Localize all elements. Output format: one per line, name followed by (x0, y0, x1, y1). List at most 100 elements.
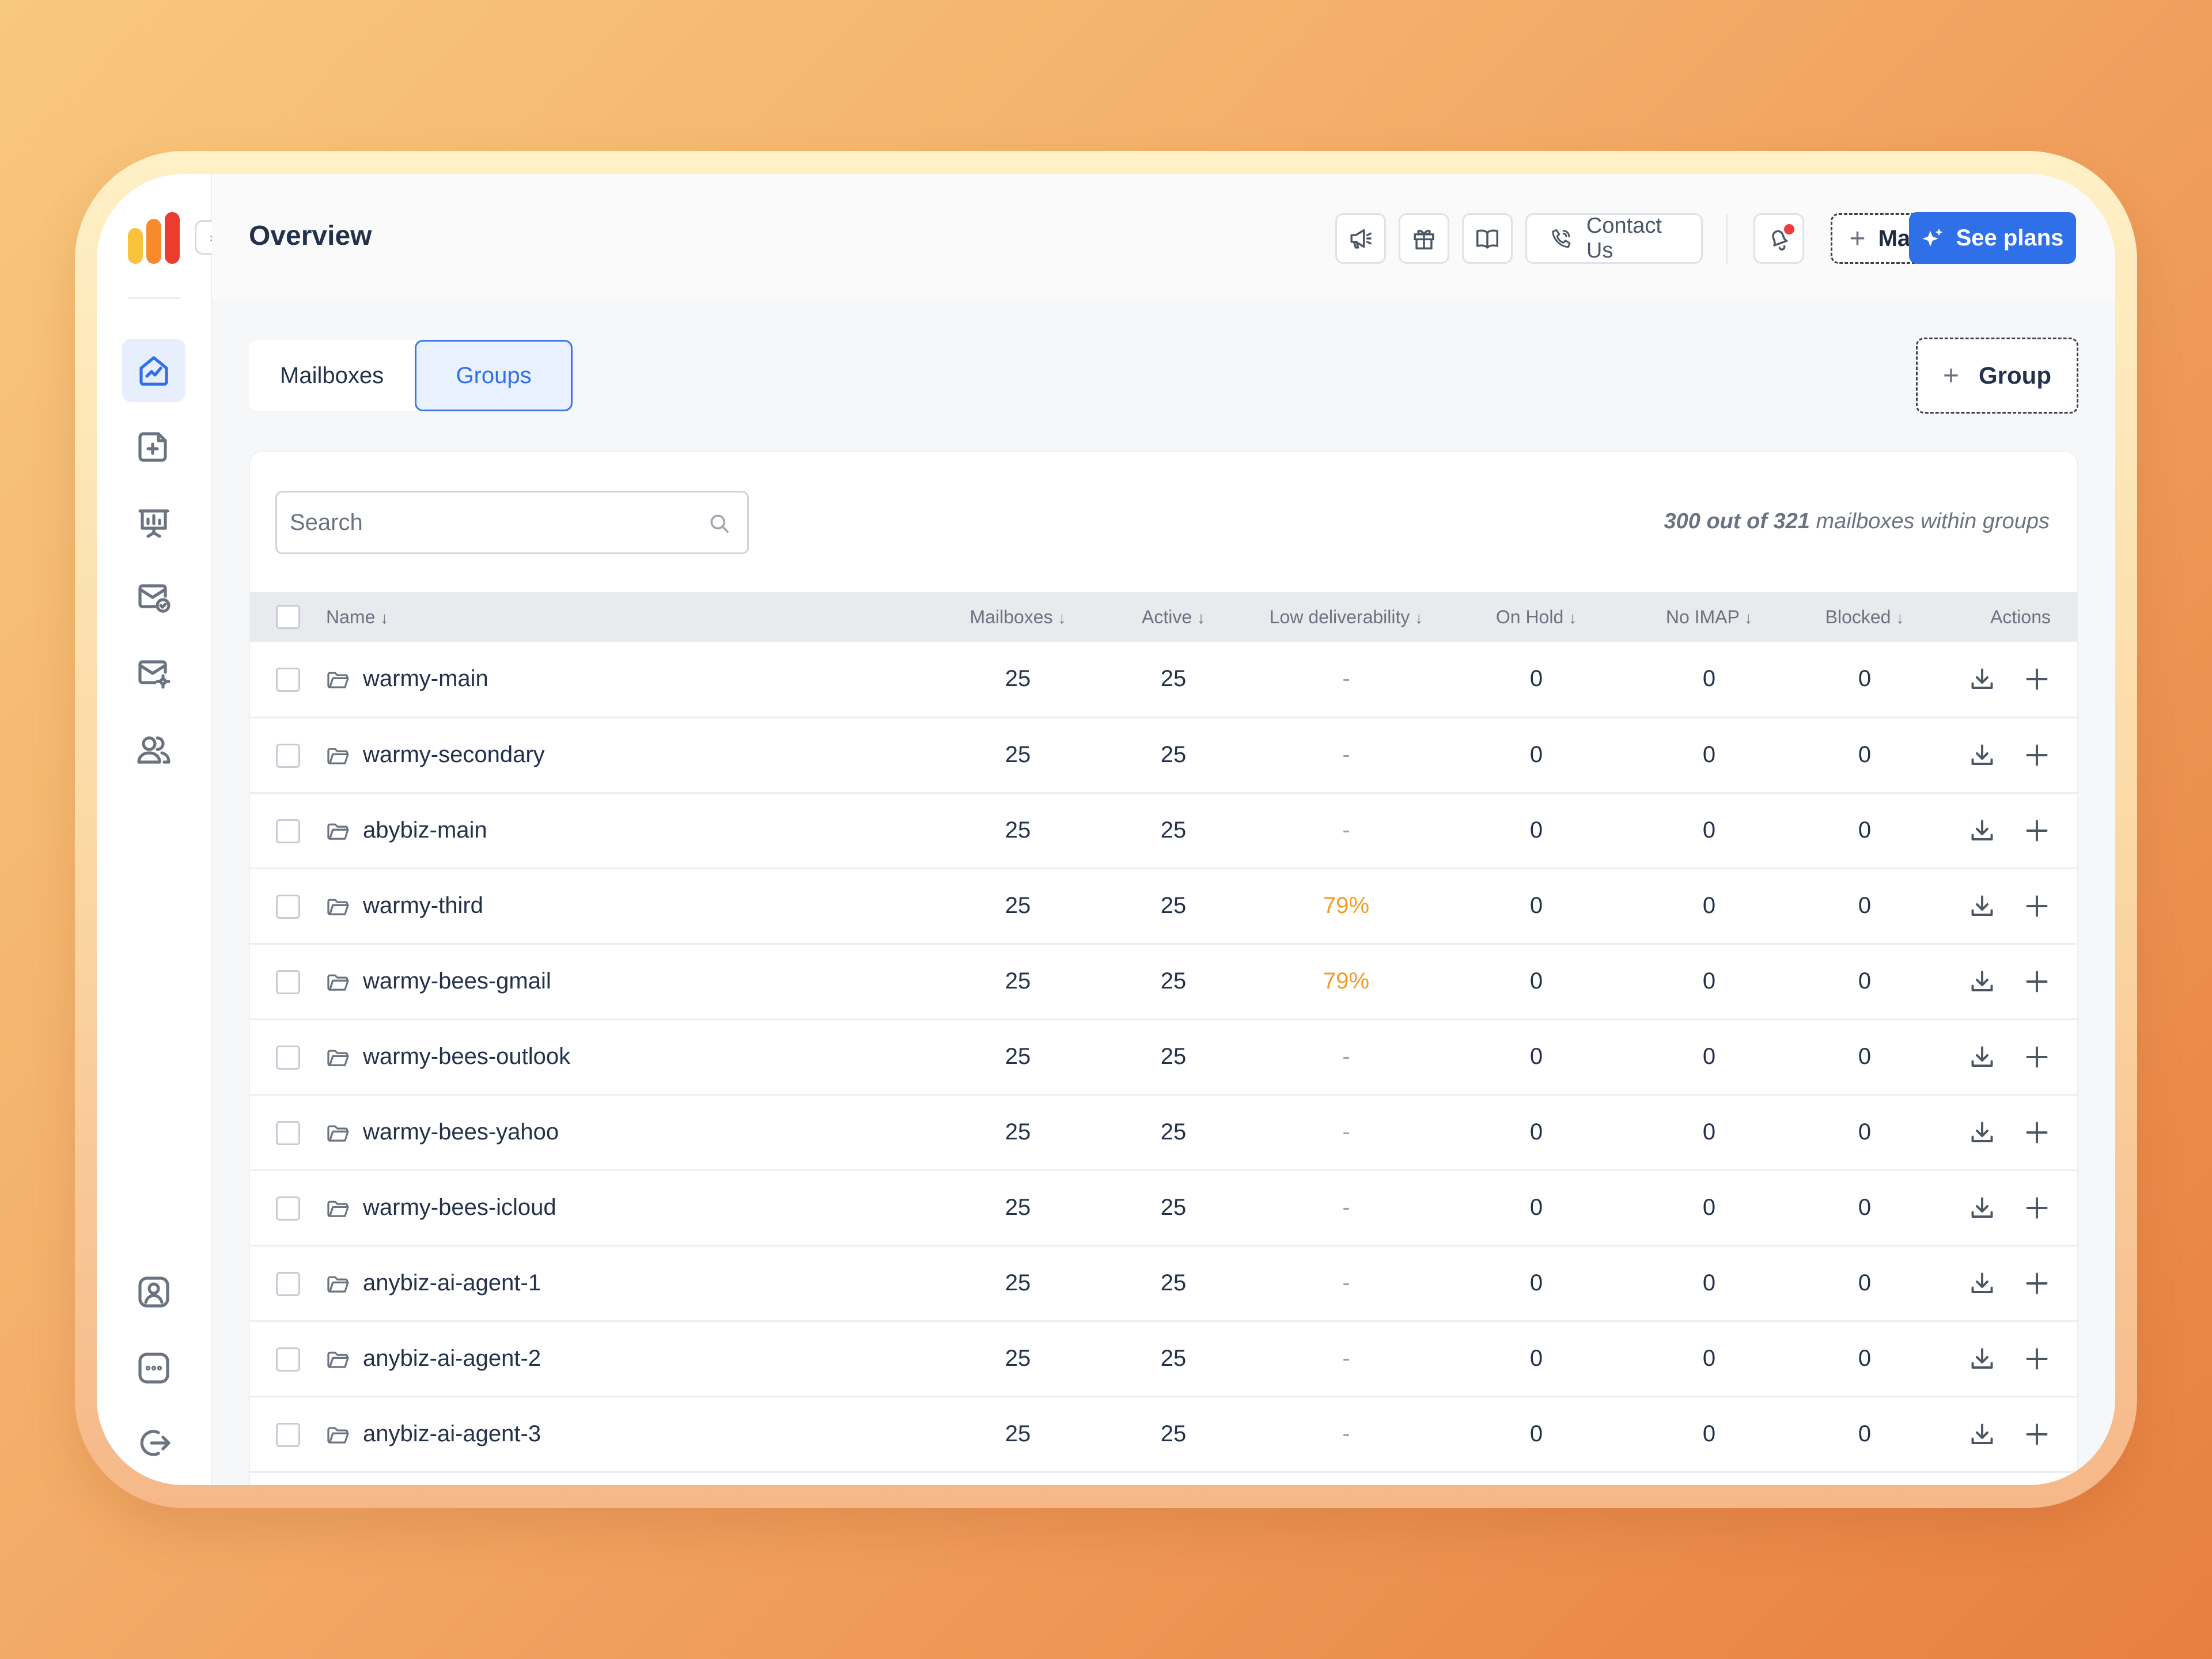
group-name-cell[interactable]: warmy-secondary (326, 717, 940, 794)
col-on-hold[interactable]: On Hold ↓ (1441, 592, 1631, 642)
blocked-count: 0 (1787, 1094, 1942, 1171)
docs-button[interactable] (1462, 213, 1513, 264)
row-select-cell (250, 642, 326, 718)
group-name-cell[interactable]: anybiz-ai-agent-3 (326, 1396, 940, 1473)
download-icon[interactable] (1968, 1194, 1996, 1222)
group-name-cell[interactable]: abybiz-main (326, 793, 940, 869)
sort-arrow-icon: ↓ (1569, 608, 1577, 627)
row-checkbox[interactable] (276, 895, 300, 919)
gifts-button[interactable] (1399, 213, 1449, 264)
download-icon[interactable] (1968, 817, 1996, 844)
select-all-checkbox[interactable] (276, 605, 300, 629)
active-count: 25 (1096, 717, 1251, 794)
table-row[interactable]: warmy-third 25 25 79% 0 0 0 (250, 868, 2077, 945)
no-imap-count: 0 (1631, 793, 1787, 869)
group-name-cell[interactable]: warmy-bees-gmail (326, 944, 940, 1020)
plus-icon[interactable] (2023, 1270, 2051, 1297)
row-checkbox[interactable] (276, 970, 300, 995)
plus-icon[interactable] (2023, 1345, 2051, 1373)
download-icon[interactable] (1968, 741, 1996, 769)
row-checkbox[interactable] (276, 668, 300, 692)
col-active[interactable]: Active ↓ (1096, 592, 1251, 642)
folder-icon (326, 1195, 363, 1220)
page-title: Overview (249, 221, 372, 251)
plus-icon[interactable] (2023, 892, 2051, 920)
on-hold-count: 0 (1441, 1019, 1631, 1096)
table-row[interactable]: anybiz-ai-agent-2 25 25 - 0 0 0 (250, 1321, 2077, 1397)
plus-icon[interactable] (2023, 817, 2051, 844)
col-blocked[interactable]: Blocked ↓ (1787, 592, 1942, 642)
row-select-cell (250, 1094, 326, 1171)
table-row[interactable]: abybiz-main 25 25 - 0 0 0 (250, 793, 2077, 869)
table-row[interactable]: warmy-bees-gmail 25 25 79% 0 0 0 (250, 944, 2077, 1020)
download-icon[interactable] (1968, 892, 1996, 920)
plus-icon[interactable] (2023, 665, 2051, 693)
col-low-deliverability[interactable]: Low deliverability ↓ (1251, 592, 1441, 642)
group-name-cell[interactable]: warmy-third (326, 868, 940, 945)
search-field[interactable]: Search (275, 491, 749, 554)
plus-icon[interactable] (2023, 1194, 2051, 1222)
sidebar-item-mail-settings[interactable] (122, 642, 185, 705)
table-row[interactable]: warmy-bees-outlook 25 25 - 0 0 0 (250, 1019, 2077, 1096)
sidebar-item-overview[interactable] (122, 339, 185, 402)
plus-icon[interactable] (2023, 1119, 2051, 1146)
sidebar-item-chat[interactable] (122, 1336, 185, 1400)
sidebar-item-add[interactable] (122, 415, 185, 478)
sidebar-item-reports[interactable] (122, 491, 185, 554)
col-name[interactable]: Name ↓ (326, 592, 940, 642)
blocked-count: 0 (1787, 717, 1942, 794)
group-name-cell[interactable]: warmy-main (326, 642, 940, 718)
sidebar-item-logout[interactable] (122, 1411, 185, 1475)
plus-icon[interactable] (2023, 741, 2051, 769)
group-name-cell[interactable]: warmy-bees-outlook (326, 1019, 940, 1096)
tab-mailboxes[interactable]: Mailboxes (280, 362, 384, 388)
group-name-cell[interactable]: anybiz-ai-agent-2 (326, 1321, 940, 1397)
add-group-button[interactable]: + Group (1916, 338, 2078, 414)
table-row[interactable]: warmy-secondary 25 25 - 0 0 0 (250, 717, 2077, 794)
plus-icon[interactable] (2023, 968, 2051, 995)
row-checkbox[interactable] (276, 744, 300, 768)
row-checkbox[interactable] (276, 819, 300, 844)
sidebar-item-account[interactable] (122, 1260, 185, 1324)
blocked-count: 0 (1787, 642, 1942, 718)
active-count: 25 (1096, 642, 1251, 718)
tab-groups[interactable]: Groups (415, 340, 573, 411)
contact-us-button[interactable]: Contact Us (1525, 213, 1703, 264)
col-mailboxes[interactable]: Mailboxes ↓ (940, 592, 1096, 642)
download-icon[interactable] (1968, 665, 1996, 693)
download-icon[interactable] (1968, 968, 1996, 995)
row-checkbox[interactable] (276, 1046, 300, 1070)
low-deliverability-value: - (1251, 793, 1441, 869)
download-icon[interactable] (1968, 1043, 1996, 1071)
table-row[interactable]: warmy-bees-icloud 25 25 - 0 0 0 (250, 1170, 2077, 1247)
download-icon[interactable] (1968, 1119, 1996, 1146)
notifications-button[interactable] (1753, 213, 1804, 264)
announcements-button[interactable] (1335, 213, 1386, 264)
sidebar-item-mail-check[interactable] (122, 566, 185, 629)
row-checkbox[interactable] (276, 1196, 300, 1221)
folder-icon (326, 1119, 363, 1145)
row-checkbox[interactable] (276, 1272, 300, 1297)
row-checkbox[interactable] (276, 1121, 300, 1146)
row-checkbox[interactable] (276, 1423, 300, 1448)
group-name-cell[interactable]: warmy-bees-icloud (326, 1170, 940, 1247)
low-deliverability-value: - (1251, 1321, 1441, 1397)
app-logo[interactable] (128, 212, 180, 264)
plus-icon[interactable] (2023, 1421, 2051, 1448)
see-plans-button[interactable]: See plans (1909, 212, 2076, 264)
group-name-cell[interactable]: anybiz-ai-agent-1 (326, 1245, 940, 1322)
download-icon[interactable] (1968, 1345, 1996, 1373)
plus-icon[interactable] (2023, 1043, 2051, 1071)
table-row[interactable]: anybiz-ai-agent-1 25 25 - 0 0 0 (250, 1245, 2077, 1322)
table-row[interactable]: warmy-bees-yahoo 25 25 - 0 0 0 (250, 1094, 2077, 1171)
group-name-cell[interactable]: warmy-bees-yahoo (326, 1094, 940, 1171)
mailboxes-count: 25 (940, 1170, 1096, 1247)
col-no-imap[interactable]: No IMAP ↓ (1631, 592, 1787, 642)
row-checkbox[interactable] (276, 1347, 300, 1372)
sort-arrow-icon: ↓ (1744, 608, 1753, 627)
download-icon[interactable] (1968, 1270, 1996, 1297)
table-row[interactable]: warmy-main 25 25 - 0 0 0 (250, 642, 2077, 718)
download-icon[interactable] (1968, 1421, 1996, 1448)
sidebar-item-users[interactable] (122, 718, 185, 781)
table-row[interactable]: anybiz-ai-agent-3 25 25 - 0 0 0 (250, 1396, 2077, 1473)
